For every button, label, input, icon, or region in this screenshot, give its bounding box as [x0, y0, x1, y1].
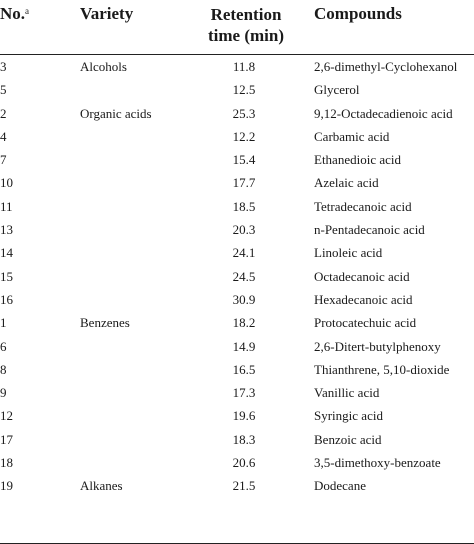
- table-row: 19 Alkanes 21.5 Dodecane: [0, 474, 474, 497]
- cell-no: 4: [0, 128, 7, 144]
- cell-retention-time: 20.3: [232, 222, 256, 238]
- table-row: 4 12.2 Carbamic acid: [0, 125, 474, 148]
- table-row: 3 Alcohols 11.8 2,6-dimethyl-Cyclohexanol: [0, 55, 474, 78]
- table-row: 10 17.7 Azelaic acid: [0, 171, 474, 194]
- header-retention-time: Retention time (min): [204, 4, 288, 46]
- table-row: 2 Organic acids 25.3 9,12-Octadecadienoic a…: [0, 102, 474, 125]
- header-no-footnote: a: [25, 6, 30, 16]
- cell-retention-time: 12.2: [232, 128, 256, 144]
- header-retention-line2: time (min): [207, 26, 284, 45]
- cell-compound: Glycerol: [314, 82, 360, 98]
- table-row: 18 20.6 3,5-dimethoxy-benzoate: [0, 451, 474, 474]
- cell-retention-time: 14.9: [232, 338, 256, 354]
- cell-no: 12: [0, 408, 13, 424]
- cell-retention-time: 25.3: [232, 105, 256, 121]
- cell-compound: Ethanedioic acid: [314, 152, 401, 168]
- table-row: 9 17.3 Vanillic acid: [0, 381, 474, 404]
- cell-compound: Vanillic acid: [314, 385, 380, 401]
- cell-variety: Organic acids: [80, 105, 152, 121]
- cell-no: 10: [0, 175, 13, 191]
- table-row: 12 19.6 Syringic acid: [0, 404, 474, 427]
- cell-no: 9: [0, 385, 7, 401]
- cell-no: 5: [0, 82, 7, 98]
- table-row: 16 30.9 Hexadecanoic acid: [0, 288, 474, 311]
- cell-compound: 9,12-Octadecadienoic acid: [314, 105, 453, 121]
- table-row: 13 20.3 n-Pentadecanoic acid: [0, 218, 474, 241]
- header-no-label: No.: [0, 4, 26, 23]
- table-row: 17 18.3 Benzoic acid: [0, 428, 474, 451]
- cell-retention-time: 12.5: [232, 82, 256, 98]
- cell-compound: Tetradecanoic acid: [314, 198, 412, 214]
- cell-no: 14: [0, 245, 13, 261]
- cell-compound: Thianthrene, 5,10-dioxide: [314, 361, 450, 377]
- cell-compound: 2,6-dimethyl-Cyclohexanol: [314, 59, 458, 74]
- cell-compound: Azelaic acid: [314, 175, 379, 191]
- cell-compound: 3,5-dimethoxy-benzoate: [314, 455, 441, 471]
- cell-variety: Alcohols: [80, 59, 127, 74]
- cell-no: 8: [0, 361, 7, 377]
- cell-retention-time: 11.8: [232, 59, 256, 74]
- cell-no: 16: [0, 291, 13, 307]
- cell-retention-time: 15.4: [232, 152, 256, 168]
- cell-retention-time: 17.7: [232, 175, 256, 191]
- cell-retention-time: 21.5: [232, 478, 256, 494]
- cell-no: 2: [0, 105, 7, 121]
- cell-compound: Benzoic acid: [314, 431, 382, 447]
- table-row: 5 12.5 Glycerol: [0, 78, 474, 101]
- cell-no: 7: [0, 152, 7, 168]
- cell-retention-time: 18.3: [232, 431, 256, 447]
- table-header: No.a Variety Retention time (min) Compou…: [0, 0, 474, 55]
- cell-compound: Hexadecanoic acid: [314, 291, 413, 307]
- cell-compound: n-Pentadecanoic acid: [314, 222, 425, 238]
- header-retention-line1: Retention: [210, 5, 282, 24]
- cell-retention-time: 24.1: [232, 245, 256, 261]
- header-variety: Variety: [80, 4, 134, 23]
- table-row: 11 18.5 Tetradecanoic acid: [0, 195, 474, 218]
- cell-retention-time: 16.5: [232, 361, 256, 377]
- cell-compound: Syringic acid: [314, 408, 383, 424]
- table-row: 1 Benzenes 18.2 Protocatechuic acid: [0, 311, 474, 334]
- cell-compound: Carbamic acid: [314, 128, 390, 144]
- cell-compound: Octadecanoic acid: [314, 268, 410, 284]
- cell-retention-time: 19.6: [232, 408, 256, 424]
- cell-no: 1: [0, 315, 7, 331]
- cell-compound: Linoleic acid: [314, 245, 383, 261]
- cell-no: 3: [0, 59, 7, 74]
- table-row: 8 16.5 Thianthrene, 5,10-dioxide: [0, 358, 474, 381]
- table-row: 15 24.5 Octadecanoic acid: [0, 265, 474, 288]
- cell-retention-time: 18.5: [232, 198, 256, 214]
- cell-compound: Protocatechuic acid: [314, 315, 417, 331]
- table-row: 7 15.4 Ethanedioic acid: [0, 148, 474, 171]
- cell-retention-time: 20.6: [232, 455, 256, 471]
- table-body: 3 Alcohols 11.8 2,6-dimethyl-Cyclohexanol 5 1…: [0, 55, 474, 498]
- table-row: 14 24.1 Linoleic acid: [0, 241, 474, 264]
- cell-no: 13: [0, 222, 13, 238]
- cell-no: 15: [0, 268, 13, 284]
- cell-variety: Alkanes: [80, 478, 123, 494]
- header-compounds: Compounds: [314, 4, 402, 23]
- cell-no: 6: [0, 338, 7, 354]
- cell-no: 17: [0, 431, 13, 447]
- table-row: 6 14.9 2,6-Ditert-butylphenoxy: [0, 335, 474, 358]
- cell-compound: Dodecane: [314, 478, 366, 494]
- cell-variety: Benzenes: [80, 315, 130, 331]
- cell-no: 19: [0, 478, 13, 494]
- header-no: No.a: [0, 4, 29, 24]
- cell-compound: 2,6-Ditert-butylphenoxy: [314, 338, 441, 354]
- cell-no: 11: [0, 198, 13, 214]
- cell-retention-time: 17.3: [232, 385, 256, 401]
- cell-no: 18: [0, 455, 13, 471]
- cell-retention-time: 24.5: [232, 268, 256, 284]
- cell-retention-time: 30.9: [232, 291, 256, 307]
- cell-retention-time: 18.2: [232, 315, 256, 331]
